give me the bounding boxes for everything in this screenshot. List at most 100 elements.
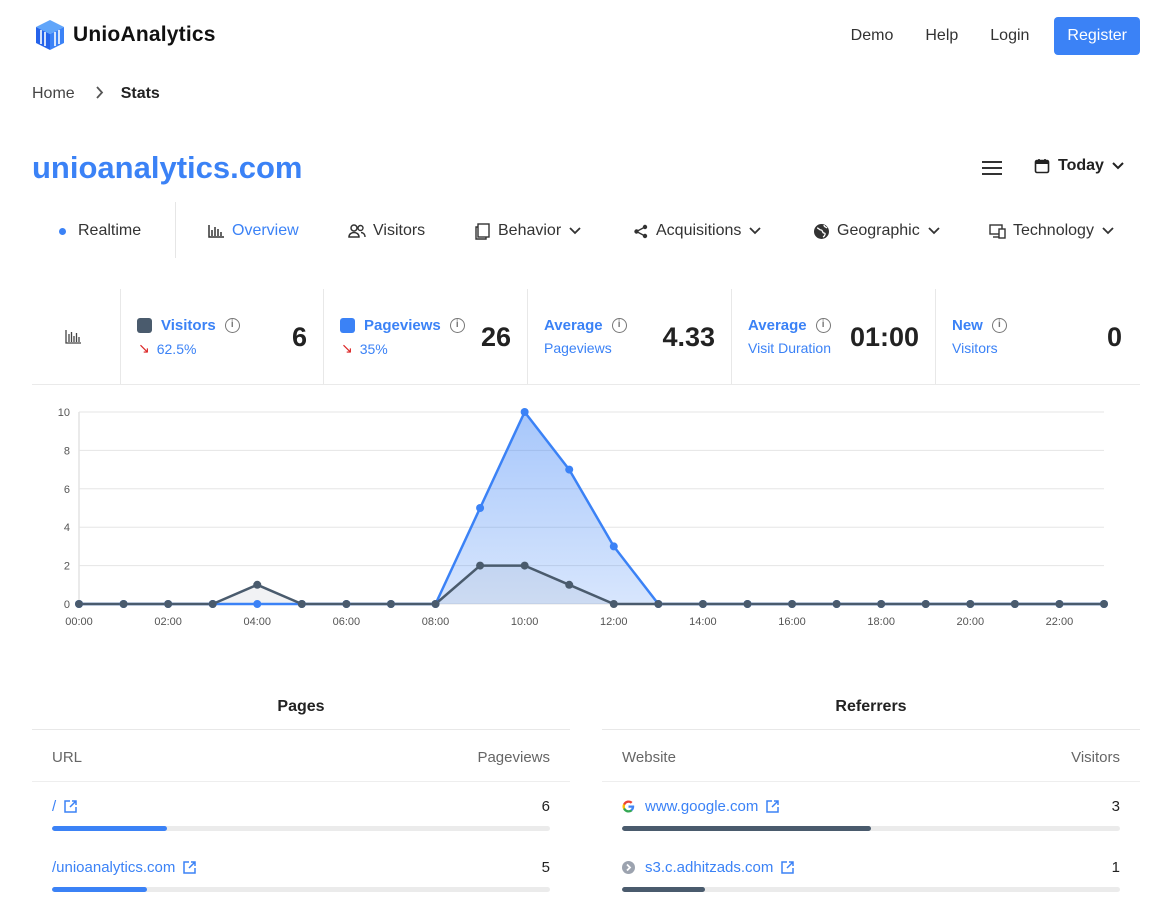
info-icon[interactable]: i [611, 318, 627, 333]
tab-label: Visitors [373, 222, 426, 239]
date-range-label: Today [1058, 157, 1104, 174]
y-tick-label: 2 [64, 561, 70, 573]
tab-acquisitions[interactable]: Acquisitions [633, 222, 762, 240]
y-tick-label: 6 [64, 484, 70, 496]
progress-bar [52, 887, 550, 892]
visitors-point [832, 600, 841, 608]
visitors-point [476, 561, 485, 570]
stat-sublabel: Pageviews [544, 340, 612, 356]
stats-summary: Visitors i ↘ 62.5% 6 Pageviews i ↘ 35% 2… [32, 289, 1140, 385]
calendar-icon [1034, 159, 1050, 174]
tab-visitors[interactable]: Visitors [348, 222, 425, 240]
chevron-down-icon [749, 227, 762, 235]
x-tick-label: 22:00 [1046, 616, 1074, 628]
x-tick-label: 06:00 [333, 616, 361, 628]
google-icon [622, 800, 635, 813]
demo-link[interactable]: Demo [850, 27, 894, 44]
table-row: s3.c.adhitzads.com 1 [602, 843, 1140, 904]
page-link[interactable]: /unioanalytics.com [52, 859, 197, 876]
pageviews-point [565, 465, 574, 474]
page-url: /unioanalytics.com [52, 859, 176, 876]
stat-label: Pageviews [364, 317, 441, 334]
referrer-url: s3.c.adhitzads.com [645, 859, 774, 876]
visitors-swatch [137, 318, 152, 333]
external-link-icon[interactable] [781, 861, 795, 874]
menu-icon[interactable] [982, 158, 1002, 178]
visitors-point [743, 600, 752, 608]
referrers-panel: Referrers Website Visitors www.google.co… [602, 698, 1140, 904]
panel-title: Referrers [602, 698, 1140, 730]
stat-label: Average [748, 317, 807, 334]
globe-icon [813, 223, 830, 240]
visitors-point [297, 600, 306, 608]
x-tick-label: 14:00 [689, 616, 717, 628]
breadcrumb-current: Stats [120, 85, 160, 102]
visitors-point [431, 600, 440, 608]
external-link-icon[interactable] [766, 800, 780, 813]
info-icon[interactable]: i [224, 318, 240, 333]
tab-geographic[interactable]: Geographic [813, 222, 940, 240]
pageviews-point [476, 504, 485, 512]
date-range-select[interactable]: Today [1034, 157, 1124, 175]
help-link[interactable]: Help [925, 27, 959, 44]
visitors-point [654, 600, 663, 608]
register-button[interactable]: Register [1054, 17, 1140, 55]
referrer-link[interactable]: s3.c.adhitzads.com [622, 859, 795, 876]
referrer-link[interactable]: www.google.com [622, 798, 780, 815]
visitors-point [386, 600, 395, 608]
visitors-point [921, 600, 930, 608]
breadcrumb-home[interactable]: Home [32, 85, 75, 102]
column-header-website: Website [622, 749, 676, 766]
page-link[interactable]: / [52, 798, 77, 815]
x-tick-label: 10:00 [511, 616, 539, 628]
external-link-icon[interactable] [64, 800, 77, 813]
chevron-down-icon [1112, 162, 1124, 170]
stat-sublabel: Visitors [952, 340, 998, 356]
stat-label: Average [544, 317, 603, 334]
info-icon[interactable]: i [991, 318, 1007, 333]
breadcrumb: Home Stats [32, 85, 160, 103]
stat-value: 26 [480, 322, 511, 352]
tab-realtime[interactable]: Realtime [59, 222, 141, 240]
share-icon [633, 224, 649, 239]
logo-text: UnioAnalytics [73, 23, 216, 46]
stat-label: New [952, 317, 983, 334]
pages-icon [474, 222, 491, 240]
column-header-url: URL [52, 749, 83, 766]
stat-pageviews[interactable]: Pageviews i ↘ 35% 26 [323, 289, 527, 384]
visitors-point [119, 600, 128, 608]
tab-technology[interactable]: Technology [989, 222, 1114, 240]
info-icon[interactable]: i [449, 318, 465, 333]
stat-avg-duration[interactable]: Average i Visit Duration 01:00 [731, 289, 935, 384]
tab-divider [175, 202, 176, 258]
tab-overview[interactable]: Overview [208, 222, 299, 240]
realtime-dot-icon [59, 227, 66, 235]
stat-visitors[interactable]: Visitors i ↘ 62.5% 6 [120, 289, 323, 384]
login-link[interactable]: Login [990, 27, 1030, 44]
logo[interactable]: UnioAnalytics [33, 18, 216, 52]
stat-change: 62.5% [156, 340, 197, 357]
tab-label: Behavior [498, 222, 562, 239]
info-icon[interactable]: i [815, 318, 831, 333]
stat-value: 01:00 [849, 322, 919, 352]
x-tick-label: 02:00 [154, 616, 182, 628]
pages-panel: Pages URL Pageviews / 6 /unioanalytics.c… [32, 698, 570, 904]
tab-label: Overview [232, 222, 299, 239]
stat-value: 4.33 [662, 322, 715, 352]
page-title: unioanalytics.com [32, 150, 303, 185]
chevron-down-icon [569, 227, 581, 235]
stat-new-visitors[interactable]: New i Visitors 0 [935, 289, 1140, 384]
visitors-point [253, 580, 262, 589]
tab-behavior[interactable]: Behavior [474, 222, 581, 240]
stat-avg-pageviews[interactable]: Average i Pageviews 4.33 [527, 289, 731, 384]
traffic-chart[interactable]: 0 2 4 6 8 10 00:00 02:00 04:00 06:00 08:00 10:00 12… [48, 400, 1118, 640]
x-tick-label: 04:00 [243, 616, 271, 628]
visitors-point [1055, 600, 1064, 608]
table-row: www.google.com 3 [602, 782, 1140, 843]
table-row: / 6 [32, 782, 570, 843]
tab-label: Acquisitions [656, 222, 742, 239]
chart-toggle-icon[interactable] [65, 329, 82, 349]
external-link-icon[interactable] [183, 861, 197, 874]
visitors-point [877, 600, 886, 608]
visitors-point [75, 600, 83, 608]
